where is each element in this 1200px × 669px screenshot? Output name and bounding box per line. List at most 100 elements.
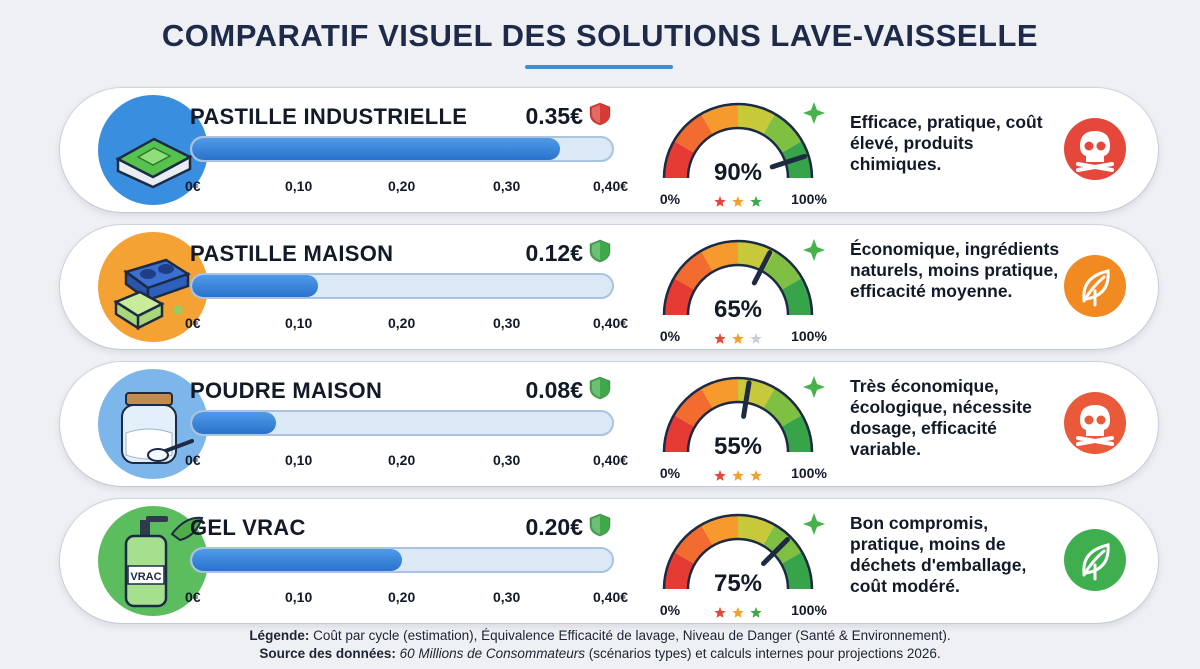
gauge-segment — [762, 113, 803, 154]
gauge-segment — [673, 113, 714, 154]
gauge-min-label: 0% — [660, 328, 681, 344]
sparkle-icon — [803, 102, 825, 124]
leaf-icon — [1064, 529, 1126, 591]
pump-head — [146, 516, 168, 522]
cost-bar-fill — [192, 138, 560, 160]
skull-eye — [1084, 141, 1094, 151]
rating-star — [732, 470, 744, 481]
mold-hole — [158, 264, 174, 274]
efficiency-gauge-wrap: 55% 0% 100% — [652, 366, 832, 486]
cost-bar-track — [190, 136, 614, 162]
skull-head — [1080, 131, 1110, 162]
illustration — [96, 230, 210, 344]
efficiency-gauge: 75% 0% 100% — [660, 513, 827, 618]
cost-axis-tick: 0,40€ — [593, 315, 629, 331]
gauge-outline — [662, 102, 814, 179]
gauge-inner-outline — [686, 400, 790, 453]
rating-star — [750, 333, 762, 344]
cost-axis-tick: 0,10 — [285, 452, 313, 468]
homemade-tablet-side — [114, 299, 164, 331]
leaf-icon — [1064, 255, 1126, 317]
rating-star — [732, 196, 744, 207]
cost-bar-fill — [192, 549, 402, 571]
cost-axis-tick: 0,20 — [388, 452, 416, 468]
solution-name: GEL VRAC — [190, 515, 306, 540]
dishwasher-tablet-icon — [98, 95, 208, 205]
comparison-card: PASTILLE INDUSTRIELLE 0.35€ 0€ 0,10 0,20 0,30… — [60, 88, 1158, 212]
cost-axis-tick: 0,40€ — [593, 452, 629, 468]
crossbones — [1076, 436, 1114, 446]
gel-bottle-icon: VRAC — [98, 506, 208, 616]
danger-shield — [589, 513, 611, 537]
danger-badge — [1064, 255, 1126, 317]
gauge-max-label: 100% — [791, 602, 827, 618]
cost-axis-tick: 0€ — [185, 315, 201, 331]
pump-neck — [140, 520, 150, 538]
cost-per-cycle: 0.35€ — [525, 103, 583, 129]
efficiency-gauge-wrap: 75% 0% 100% — [652, 503, 832, 623]
description: Bon compromis, pratique, moins de déchet… — [850, 513, 1027, 596]
bottle-label-text: VRAC — [130, 571, 161, 583]
rating-star — [714, 470, 726, 481]
gauge-min-label: 0% — [660, 602, 681, 618]
crossbones — [1076, 162, 1114, 172]
rating-star — [714, 196, 726, 207]
description: Économique, ingrédients naturels, moins … — [850, 239, 1060, 301]
cost-axis-tick: 0,10 — [285, 589, 313, 605]
comparison-card: VRAC GEL VRAC 0.20€ 0€ 0,10 0,20 0,30 0,40€ 75% 0… — [60, 499, 1158, 623]
gauge-needle — [751, 250, 773, 286]
gauge-segment — [781, 141, 812, 179]
cost-bar-fill — [192, 275, 318, 297]
gauge-max-label: 100% — [791, 191, 827, 207]
efficiency-gauge: 65% 0% 100% — [660, 239, 827, 344]
scoop — [147, 448, 169, 462]
cost-axis-tick: 0,30 — [493, 178, 521, 194]
cost-axis-tick: 0,30 — [493, 315, 521, 331]
efficiency-gauge-wrap: 90% 0% 100% — [652, 92, 832, 212]
mold-hole — [140, 269, 156, 279]
page-title: COMPARATIF VISUEL DES SOLUTIONS LAVE-VAI… — [161, 18, 1039, 53]
gauge-needle — [769, 153, 808, 170]
cost-axis-tick: 0,20 — [388, 315, 416, 331]
efficiency-gauge-wrap: 65% 0% 100% — [652, 229, 832, 349]
gauge-inner-outline — [686, 126, 790, 179]
cost-axis-tick: 0,10 — [285, 315, 313, 331]
solution-name: POUDRE MAISON — [190, 378, 383, 403]
gauge-segment — [781, 552, 812, 590]
solution-name: PASTILLE INDUSTRIELLE — [190, 104, 468, 129]
danger-badge — [1064, 529, 1126, 591]
sparkle-icon — [803, 513, 825, 535]
gauge-segment — [664, 278, 695, 316]
shield-icon — [589, 102, 611, 126]
cost-axis-tick: 0,20 — [388, 178, 416, 194]
legend-text: Coût par cycle (estimation), Équivalence… — [309, 628, 951, 643]
cost-axis-tick: 0,40€ — [593, 589, 629, 605]
efficiency-value: 90% — [714, 159, 762, 186]
skull-eye — [1096, 141, 1106, 151]
shield-shape — [589, 239, 611, 263]
danger-badge — [1064, 392, 1126, 454]
cost-axis-tick: 0,10 — [285, 178, 313, 194]
rating-star — [750, 196, 762, 207]
cost-axis-tick: 0€ — [185, 178, 201, 194]
cost-axis-tick: 0,30 — [493, 452, 521, 468]
skull-icon — [1064, 392, 1126, 454]
gauge-segment — [737, 104, 775, 135]
gauge-needle — [761, 537, 790, 566]
footer-legend: Légende: Coût par cycle (estimation), Éq… — [0, 628, 1200, 643]
description: Efficace, pratique, coût élevé, produits… — [850, 112, 1043, 174]
efficiency-value: 75% — [714, 570, 762, 597]
efficiency-gauge: 55% 0% 100% — [660, 376, 827, 481]
skull-head — [1080, 405, 1110, 436]
gauge-segment — [737, 378, 775, 409]
efficiency-value: 65% — [714, 296, 762, 323]
gauge-segment — [701, 378, 739, 409]
efficiency-gauge: 90% 0% 100% — [660, 102, 827, 207]
sparkle-icon — [803, 376, 825, 398]
gauge-needle — [741, 380, 752, 419]
skull-icon — [1064, 118, 1126, 180]
gauge-min-label: 0% — [660, 191, 681, 207]
title-underline — [525, 65, 673, 69]
gauge-min-label: 0% — [660, 465, 681, 481]
sparkle-icon — [803, 239, 825, 261]
